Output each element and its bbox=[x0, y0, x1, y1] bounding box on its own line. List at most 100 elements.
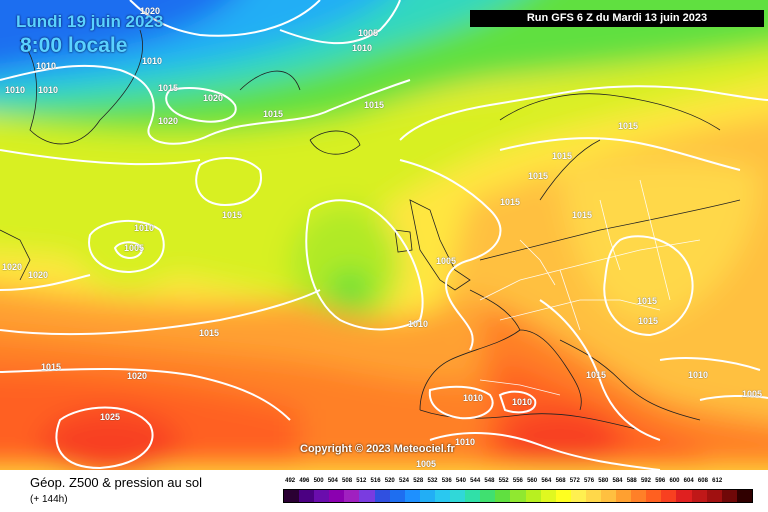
legend-swatch bbox=[419, 490, 435, 502]
legend-value: 492 bbox=[285, 478, 296, 484]
isobar-label: 1015 bbox=[500, 197, 521, 207]
legend-value: 552 bbox=[498, 478, 509, 484]
legend-value: 604 bbox=[683, 478, 694, 484]
isobar-label: 1015 bbox=[618, 121, 639, 131]
isobar-label: 1015 bbox=[572, 210, 593, 220]
isobar-label: 1010 bbox=[352, 43, 373, 53]
isobar-label: 1005 bbox=[358, 28, 379, 38]
legend-value: 568 bbox=[555, 478, 566, 484]
legend-value: 556 bbox=[512, 478, 523, 484]
legend-swatch bbox=[359, 490, 375, 502]
lead-time: (+ 144h) bbox=[30, 494, 68, 505]
isobar-label: 1020 bbox=[28, 270, 49, 280]
legend-value: 600 bbox=[669, 478, 680, 484]
isobar-label: 1015 bbox=[263, 109, 284, 119]
isobar-label: 1015 bbox=[528, 171, 549, 181]
isobar-label: 1005 bbox=[742, 389, 763, 399]
model-run-banner: Run GFS 6 Z du Mardi 13 juin 2023 bbox=[470, 10, 764, 27]
isobar-label: 1020 bbox=[2, 262, 23, 272]
product-title: Géop. Z500 & pression au sol bbox=[30, 475, 202, 490]
legend-value: 516 bbox=[370, 478, 381, 484]
isobar-label: 1020 bbox=[158, 116, 179, 126]
isobar-label: 1010 bbox=[455, 437, 476, 447]
geopotential-field bbox=[0, 0, 768, 470]
forecast-time: 8:00 locale bbox=[20, 34, 128, 57]
legend-swatch bbox=[299, 490, 315, 502]
isobar-lines bbox=[0, 0, 768, 470]
legend-value: 512 bbox=[356, 478, 367, 484]
legend-value: 528 bbox=[413, 478, 424, 484]
legend-swatch bbox=[631, 490, 647, 502]
legend-value: 580 bbox=[598, 478, 609, 484]
isobar-label: 1015 bbox=[586, 370, 607, 380]
legend-swatch bbox=[646, 490, 662, 502]
isobar-label: 1015 bbox=[638, 316, 659, 326]
legend-value: 504 bbox=[327, 478, 338, 484]
legend-swatch bbox=[329, 490, 345, 502]
legend-swatch bbox=[706, 490, 722, 502]
z500-color-field bbox=[0, 0, 768, 470]
coastlines bbox=[0, 29, 741, 431]
legend-swatch bbox=[585, 490, 601, 502]
isobar-label: 1010 bbox=[134, 223, 155, 233]
legend-swatch bbox=[480, 490, 496, 502]
legend-swatch bbox=[389, 490, 405, 502]
country-borders bbox=[479, 179, 701, 396]
legend-swatch bbox=[374, 490, 390, 502]
weather-map bbox=[0, 0, 768, 470]
legend-value: 496 bbox=[299, 478, 310, 484]
legend-swatch bbox=[344, 490, 360, 502]
legend-swatch bbox=[314, 490, 330, 502]
legend-color-bar bbox=[283, 489, 753, 503]
isobar-label: 1020 bbox=[140, 6, 161, 16]
legend-swatch bbox=[510, 490, 526, 502]
isobar-label: 1015 bbox=[41, 362, 62, 372]
isobar-label: 1015 bbox=[199, 328, 220, 338]
legend-value: 524 bbox=[398, 478, 409, 484]
legend-swatch bbox=[616, 490, 632, 502]
isobar-label: 1015 bbox=[552, 151, 573, 161]
legend-swatch bbox=[570, 490, 586, 502]
legend-swatch bbox=[284, 490, 300, 502]
legend-value: 612 bbox=[712, 478, 723, 484]
legend-swatch bbox=[555, 490, 571, 502]
legend-swatch bbox=[736, 490, 752, 502]
legend-swatch bbox=[721, 490, 737, 502]
legend-value: 520 bbox=[384, 478, 395, 484]
legend-value: 500 bbox=[313, 478, 324, 484]
legend-swatch bbox=[434, 490, 451, 502]
isobar-label: 1010 bbox=[36, 61, 57, 71]
legend-value: 532 bbox=[427, 478, 438, 484]
legend-value: 588 bbox=[626, 478, 637, 484]
isobar-label: 1015 bbox=[222, 210, 243, 220]
legend-value: 596 bbox=[655, 478, 666, 484]
isobar-label: 1015 bbox=[158, 83, 179, 93]
legend-value: 508 bbox=[342, 478, 353, 484]
legend-swatch bbox=[465, 490, 481, 502]
legend-swatch bbox=[404, 490, 420, 502]
legend-value: 576 bbox=[584, 478, 595, 484]
legend-value: 592 bbox=[640, 478, 651, 484]
isobar-label: 1015 bbox=[637, 296, 658, 306]
legend-value: 560 bbox=[527, 478, 538, 484]
legend-swatch bbox=[495, 490, 511, 502]
legend-value: 548 bbox=[484, 478, 495, 484]
legend-value: 564 bbox=[541, 478, 552, 484]
isobar-label: 1005 bbox=[416, 459, 437, 469]
legend-swatch bbox=[661, 490, 677, 502]
legend-swatch bbox=[540, 490, 556, 502]
legend-swatch bbox=[691, 490, 707, 502]
legend-values: 492 496 500 504 508 512 516 520 524 528 532 536 540 5… bbox=[283, 478, 753, 484]
legend-swatch bbox=[676, 490, 692, 502]
legend-value: 584 bbox=[612, 478, 623, 484]
isobar-label: 1010 bbox=[5, 85, 26, 95]
legend-value: 544 bbox=[470, 478, 481, 484]
legend-swatch bbox=[600, 490, 617, 502]
isobar-label: 1010 bbox=[408, 319, 429, 329]
isobar-label: 1020 bbox=[203, 93, 224, 103]
legend-value: 536 bbox=[441, 478, 452, 484]
forecast-date: Lundi 19 juin 2023 bbox=[16, 12, 164, 31]
isobar-label: 1005 bbox=[436, 256, 457, 266]
isobar-label: 1010 bbox=[688, 370, 709, 380]
isobar-label: 1020 bbox=[127, 371, 148, 381]
